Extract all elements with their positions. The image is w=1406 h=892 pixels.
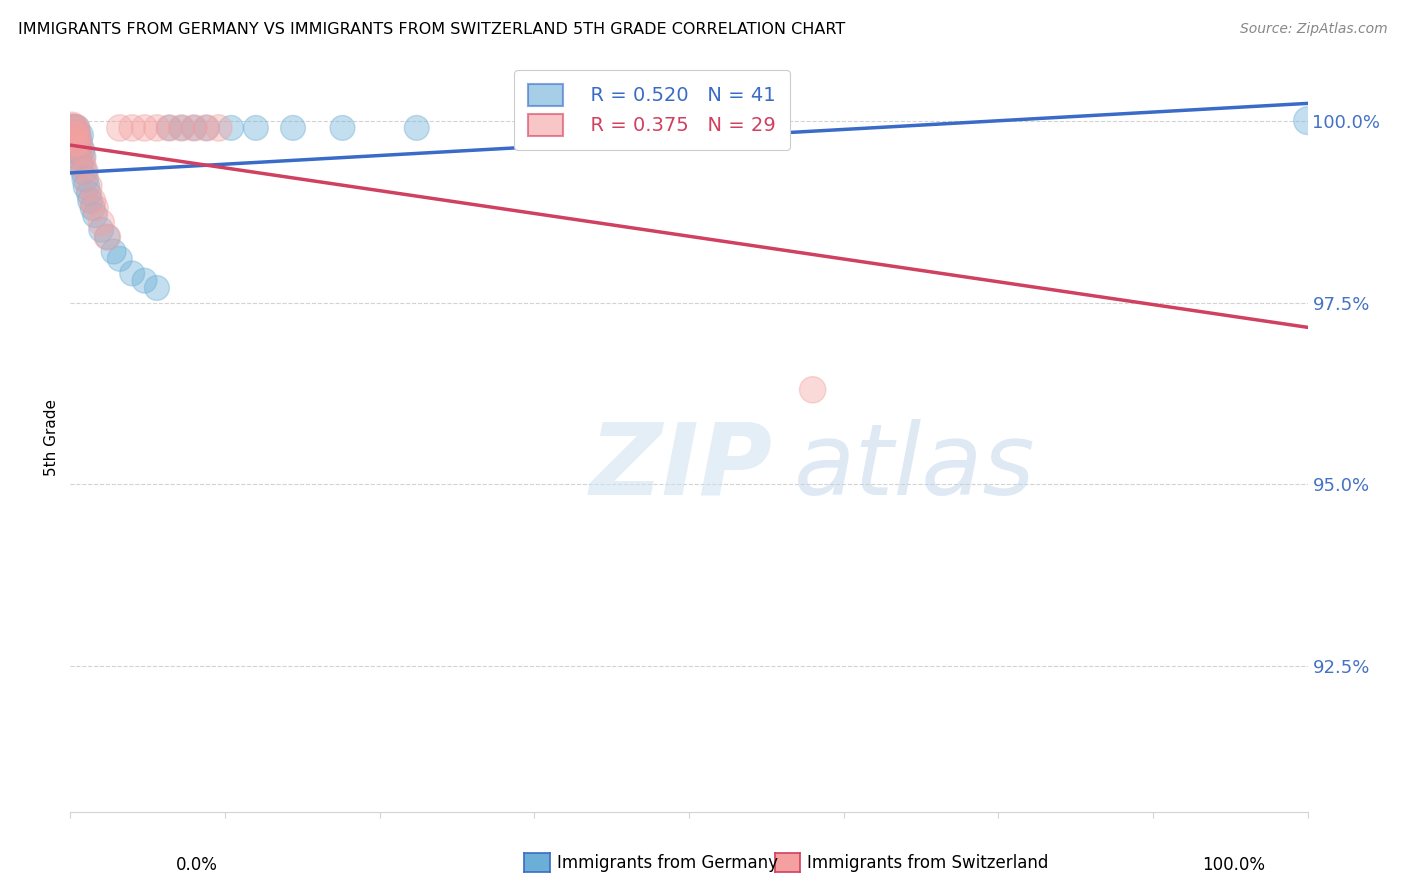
Point — [69, 157, 91, 171]
Y-axis label: 5th Grade: 5th Grade — [44, 399, 59, 475]
Point — [84, 208, 107, 222]
Point — [63, 120, 86, 135]
Point — [405, 120, 427, 135]
Point — [69, 128, 91, 143]
Point — [134, 274, 156, 288]
Point — [73, 164, 96, 178]
Point — [108, 252, 131, 266]
Point — [65, 120, 87, 135]
Point — [77, 186, 100, 201]
Point — [63, 136, 86, 150]
Text: IMMIGRANTS FROM GERMANY VS IMMIGRANTS FROM SWITZERLAND 5TH GRADE CORRELATION CHA: IMMIGRANTS FROM GERMANY VS IMMIGRANTS FR… — [18, 22, 845, 37]
Point — [75, 164, 97, 178]
Point — [62, 120, 84, 135]
Text: Source: ZipAtlas.com: Source: ZipAtlas.com — [1240, 22, 1388, 37]
Point — [66, 128, 89, 143]
Point — [195, 120, 218, 135]
Text: atlas: atlas — [794, 418, 1036, 516]
Point — [62, 128, 84, 143]
Point — [70, 150, 93, 164]
Point — [183, 120, 205, 135]
Point — [70, 143, 93, 157]
Point — [63, 136, 86, 150]
Point — [75, 179, 97, 194]
Point — [245, 120, 267, 135]
Point — [108, 120, 131, 135]
Text: 0.0%: 0.0% — [176, 856, 218, 874]
Point — [103, 244, 125, 259]
Text: Immigrants from Switzerland: Immigrants from Switzerland — [807, 854, 1049, 871]
Point — [157, 120, 180, 135]
Point — [170, 120, 193, 135]
Point — [77, 179, 100, 194]
Point — [134, 120, 156, 135]
Point — [281, 120, 304, 135]
Point — [84, 201, 107, 215]
Point — [60, 120, 83, 135]
Point — [146, 281, 169, 295]
Text: 100.0%: 100.0% — [1202, 856, 1265, 874]
Point — [121, 267, 143, 281]
Point — [66, 128, 89, 143]
Text: ZIP: ZIP — [591, 418, 773, 516]
Point — [208, 120, 231, 135]
Point — [82, 201, 104, 215]
Point — [65, 128, 87, 143]
Point — [65, 143, 87, 157]
Point — [740, 120, 762, 135]
Point — [65, 136, 87, 150]
Point — [740, 120, 762, 135]
Point — [65, 128, 87, 143]
Point — [90, 223, 112, 237]
Point — [63, 120, 86, 135]
Point — [60, 128, 83, 143]
Point — [157, 120, 180, 135]
Point — [79, 194, 101, 208]
Legend:   R = 0.520   N = 41,   R = 0.375   N = 29: R = 0.520 N = 41, R = 0.375 N = 29 — [515, 70, 790, 150]
Point — [69, 143, 91, 157]
Point — [183, 120, 205, 135]
Point — [1296, 113, 1319, 128]
Text: Immigrants from Germany: Immigrants from Germany — [557, 854, 778, 871]
Point — [67, 136, 90, 150]
Point — [219, 120, 242, 135]
Point — [66, 143, 89, 157]
Point — [82, 194, 104, 208]
Point — [90, 215, 112, 229]
Point — [67, 136, 90, 150]
Point — [332, 120, 354, 135]
Point — [96, 230, 118, 244]
Point — [195, 120, 218, 135]
Point — [67, 150, 90, 164]
Point — [65, 136, 87, 150]
Point — [146, 120, 169, 135]
Point — [96, 230, 118, 244]
Point — [75, 171, 97, 186]
Point — [72, 157, 94, 171]
Point — [65, 120, 87, 135]
Point — [121, 120, 143, 135]
Point — [170, 120, 193, 135]
Point — [72, 150, 94, 164]
Point — [801, 383, 824, 397]
